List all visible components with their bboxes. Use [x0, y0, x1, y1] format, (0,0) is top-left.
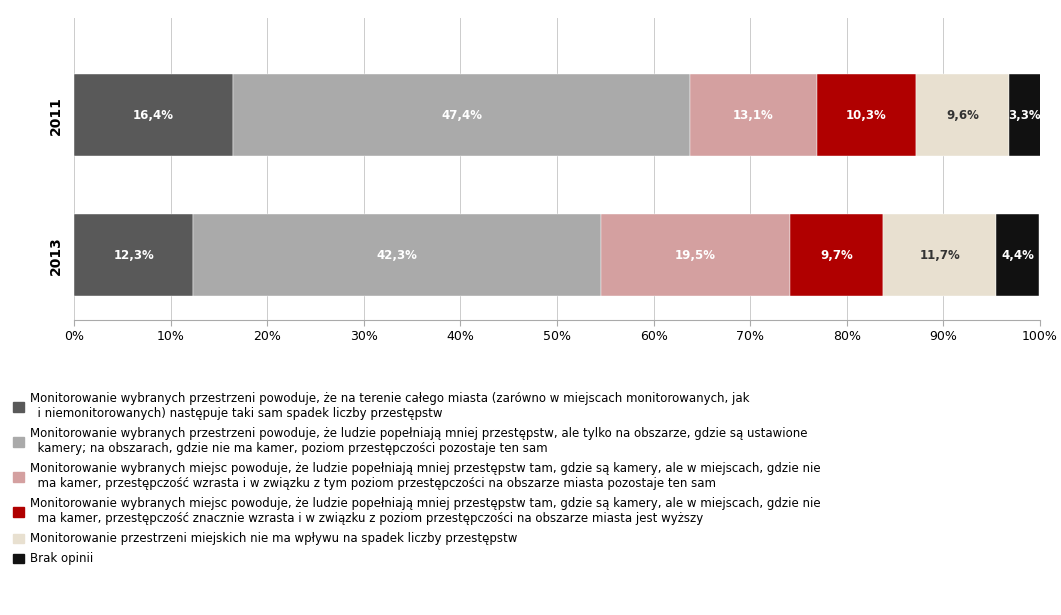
Text: 10,3%: 10,3%: [846, 109, 887, 122]
Bar: [74, 215, 193, 296]
Bar: [74, 74, 232, 156]
Bar: [691, 74, 817, 156]
Text: 9,7%: 9,7%: [820, 248, 853, 262]
Text: 3,3%: 3,3%: [1009, 109, 1041, 122]
Text: 12,3%: 12,3%: [114, 248, 154, 262]
Text: 9,6%: 9,6%: [946, 109, 979, 122]
Bar: [884, 215, 996, 296]
Bar: [193, 215, 602, 296]
Bar: [917, 74, 1009, 156]
Text: 4,4%: 4,4%: [1002, 248, 1034, 262]
Bar: [602, 215, 789, 296]
Bar: [996, 215, 1039, 296]
Legend: Monitorowanie wybranych przestrzeni powoduje, że na terenie całego miasta (zarów: Monitorowanie wybranych przestrzeni powo…: [13, 392, 821, 565]
Text: 16,4%: 16,4%: [133, 109, 174, 122]
Bar: [1009, 74, 1041, 156]
Text: 11,7%: 11,7%: [920, 248, 960, 262]
Bar: [789, 215, 884, 296]
Text: 19,5%: 19,5%: [675, 248, 716, 262]
Text: 13,1%: 13,1%: [733, 109, 773, 122]
Text: 47,4%: 47,4%: [441, 109, 482, 122]
Bar: [817, 74, 917, 156]
Bar: [232, 74, 691, 156]
Text: 42,3%: 42,3%: [377, 248, 418, 262]
